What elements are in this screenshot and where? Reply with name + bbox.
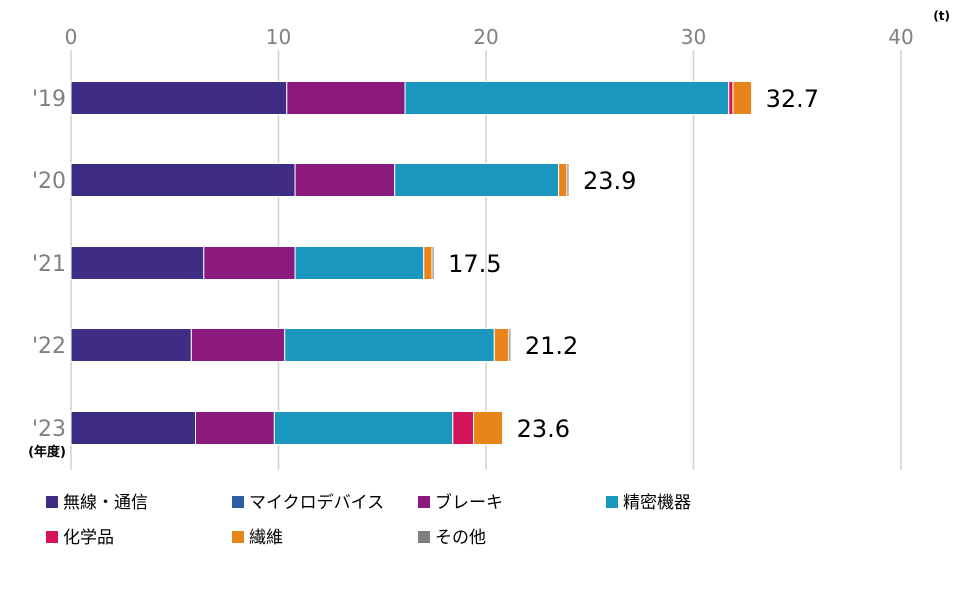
bar-segment xyxy=(558,163,568,197)
bar-segment xyxy=(203,246,296,280)
category-label: '23 xyxy=(32,417,66,442)
bar-total-label: 23.9 xyxy=(583,167,636,195)
bar-segment xyxy=(493,328,510,362)
bar-segments xyxy=(70,81,753,445)
x-tick-label: 20 xyxy=(473,25,498,49)
bar-segment xyxy=(70,81,288,115)
bar-segment xyxy=(70,411,196,445)
legend-swatch xyxy=(46,531,58,543)
legend-swatch xyxy=(232,496,244,508)
legend-label: 精密機器 xyxy=(623,493,691,513)
legend-label: その他 xyxy=(435,528,486,548)
x-tick-label: 0 xyxy=(65,25,78,49)
bar-segment xyxy=(452,411,475,445)
legend-swatch xyxy=(46,496,58,508)
bar-segment xyxy=(70,328,192,362)
x-tick-label: 40 xyxy=(888,25,913,49)
bar-total-label: 32.7 xyxy=(766,85,819,113)
bar-segment xyxy=(728,81,734,115)
bar-segment xyxy=(273,411,454,445)
bar-total-label: 23.6 xyxy=(517,415,570,443)
bar-segment xyxy=(566,163,570,197)
category-label: '21 xyxy=(32,252,66,277)
category-label: '20 xyxy=(32,169,66,194)
legend-label: 繊維 xyxy=(249,528,283,548)
gridlines xyxy=(70,50,902,470)
x-axis-ticks: 0 10 20 30 40 xyxy=(65,25,914,49)
fiscal-year-label: (年度) xyxy=(28,444,66,460)
bar-segment xyxy=(70,163,296,197)
bar-segment xyxy=(195,411,275,445)
bar-segment xyxy=(70,246,205,280)
bar-segment xyxy=(423,246,433,280)
bar-total-label: 17.5 xyxy=(448,250,501,278)
bar-total-label: 21.2 xyxy=(525,332,578,360)
bar-segment xyxy=(404,81,730,115)
category-labels: '19 '20 '21 '22 '23 xyxy=(32,87,66,442)
legend-swatch xyxy=(418,496,430,508)
bar-segment xyxy=(284,328,495,362)
legend-label: 化学品 xyxy=(63,528,114,548)
category-label: '22 xyxy=(32,334,66,359)
bar-segment xyxy=(190,328,286,362)
x-tick-label: 10 xyxy=(266,25,291,49)
unit-label: (t) xyxy=(933,9,950,23)
legend-swatch xyxy=(606,496,618,508)
legend-label: ブレーキ xyxy=(435,492,503,513)
bar-segment xyxy=(286,81,406,115)
bar-segment xyxy=(294,246,425,280)
legend-swatch xyxy=(232,531,244,543)
legend-label: マイクロデバイス xyxy=(249,492,384,513)
x-tick-label: 30 xyxy=(681,25,706,49)
category-label: '19 xyxy=(32,87,66,112)
legend-swatch xyxy=(418,531,430,543)
bar-segment xyxy=(473,411,504,445)
bar-segment xyxy=(732,81,753,115)
bar-segment xyxy=(294,163,396,197)
bar-segment xyxy=(431,246,435,280)
bar-segment xyxy=(394,163,560,197)
bar-segment xyxy=(508,328,512,362)
total-labels: 32.7 23.9 17.5 21.2 23.6 xyxy=(448,85,819,443)
legend-label: 無線・通信 xyxy=(63,493,148,513)
